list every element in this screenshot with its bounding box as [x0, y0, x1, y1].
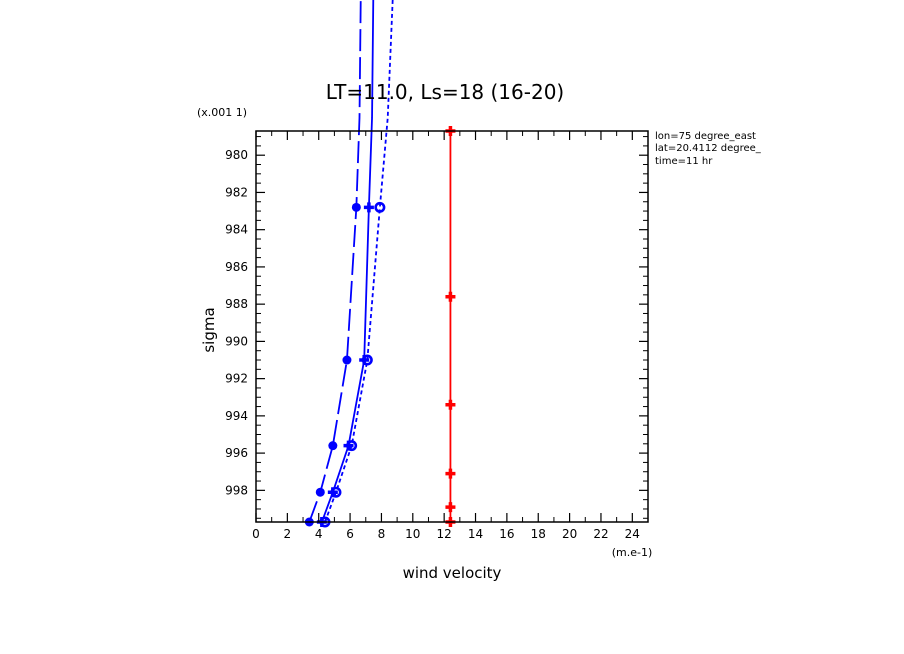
data-point: [361, 354, 373, 366]
x-tick-label: 10: [405, 527, 420, 541]
y-tick-label: 986: [225, 260, 248, 274]
x-tick-label: 12: [437, 527, 452, 541]
data-point: [445, 468, 456, 479]
data-point: [315, 487, 325, 497]
x-tick-label: 18: [531, 527, 546, 541]
y-tick-label: 992: [225, 372, 248, 386]
x-tick-label: 2: [284, 527, 292, 541]
x-tick-label: 8: [378, 527, 386, 541]
data-point: [342, 355, 352, 365]
y-scale-label: (x.001 1): [197, 106, 247, 119]
x-tick-label: 0: [252, 527, 260, 541]
annotation-time: time=11 hr: [655, 156, 713, 167]
x-tick-label: 16: [499, 527, 514, 541]
data-point: [445, 399, 456, 410]
y-tick-label: 998: [225, 483, 248, 497]
y-axis-label: sigma: [200, 307, 218, 352]
x-tick-label: 4: [315, 527, 323, 541]
annotation-lat: lat=20.4112 degree_: [655, 143, 762, 154]
data-point: [346, 440, 358, 452]
y-tick-label: 984: [225, 223, 248, 237]
x-tick-label: 6: [346, 527, 354, 541]
y-tick-label: 980: [225, 148, 248, 162]
plot-frame: [255, 130, 649, 523]
x-tick-label: 14: [468, 527, 483, 541]
y-tick-label: 996: [225, 446, 248, 460]
data-point: [374, 201, 386, 213]
y-tick-label: 988: [225, 297, 248, 311]
x-axis-label: wind velocity: [403, 564, 502, 582]
annotation-lon: lon=75 degree_east: [655, 131, 756, 142]
y-tick-label: 982: [225, 185, 248, 199]
data-point: [363, 202, 374, 213]
data-point: [445, 502, 456, 513]
y-tick-label: 994: [225, 409, 248, 423]
data-point: [445, 291, 456, 302]
x-tick-label: 24: [625, 527, 640, 541]
data-point: [330, 486, 342, 498]
data-point: [328, 441, 338, 451]
chart-title: LT=11.0, Ls=18 (16-20): [326, 80, 564, 104]
x-tick-label: 22: [593, 527, 608, 541]
x-unit-label: (m.e-1): [612, 546, 653, 559]
y-tick-label: 990: [225, 334, 248, 348]
x-tick-label: 20: [562, 527, 577, 541]
data-point: [351, 202, 361, 212]
